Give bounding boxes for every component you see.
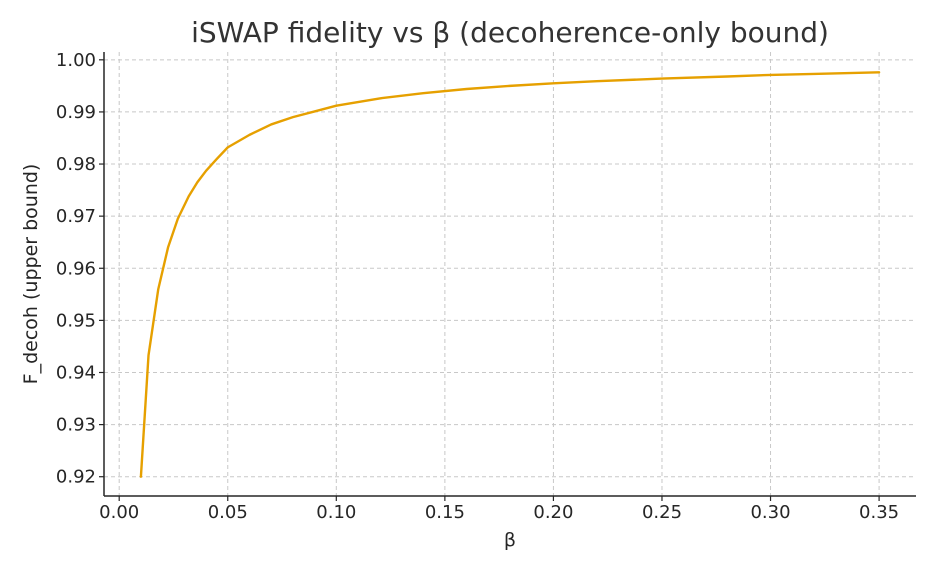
y-axis-label: F_decoh (upper bound) <box>20 164 42 385</box>
x-tick-label: 0.25 <box>642 502 682 523</box>
grid <box>104 52 916 496</box>
y-tick-label: 0.98 <box>56 154 96 175</box>
chart-title: iSWAP fidelity vs β (decoherence-only bo… <box>191 16 829 49</box>
y-tick-label: 0.92 <box>56 467 96 488</box>
axes <box>103 52 916 497</box>
y-tick-label: 0.95 <box>56 310 96 331</box>
y-tick-label: 0.97 <box>56 206 96 227</box>
x-axis-ticks: 0.00 0.05 0.10 0.15 0.20 0.25 0.30 0.35 <box>99 496 899 523</box>
y-tick-label: 1.00 <box>56 50 96 71</box>
x-tick-label: 0.05 <box>208 502 248 523</box>
x-tick-label: 0.35 <box>859 502 899 523</box>
x-tick-label: 0.30 <box>750 502 790 523</box>
y-tick-label: 0.99 <box>56 102 96 123</box>
y-tick-label: 0.96 <box>56 258 96 279</box>
x-tick-label: 0.00 <box>99 502 139 523</box>
y-tick-label: 0.93 <box>56 415 96 436</box>
series-layer <box>139 71 881 478</box>
x-tick-label: 0.15 <box>425 502 465 523</box>
x-tick-label: 0.10 <box>316 502 356 523</box>
y-tick-label: 0.94 <box>56 362 96 383</box>
x-tick-label: 0.20 <box>533 502 573 523</box>
y-axis-ticks: 0.92 0.93 0.94 0.95 0.96 0.97 0.98 0.99 1.00 <box>56 50 104 488</box>
series-line <box>139 71 881 478</box>
x-axis-label: β <box>504 529 516 551</box>
